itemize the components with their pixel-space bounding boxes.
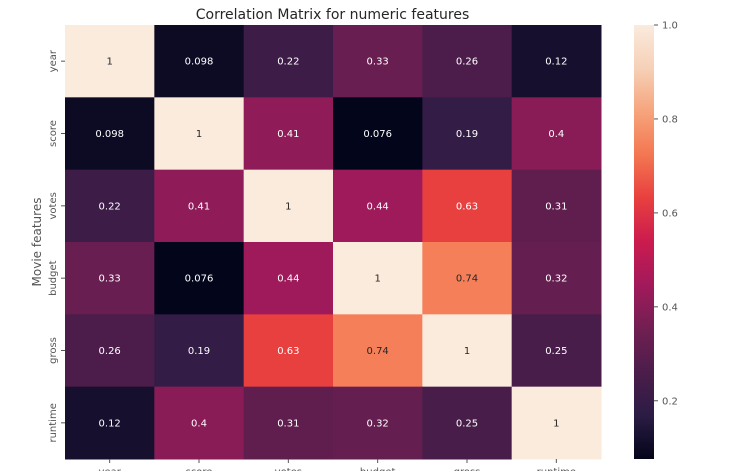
colorbar: 0.2 0.4 0.6 0.8 1.0 — [634, 21, 678, 459]
cell-value-label: 1 — [196, 129, 202, 140]
heatmap-cell — [333, 314, 423, 388]
heatmap-cell — [65, 242, 155, 315]
heatmap-cell — [243, 314, 334, 388]
cell-value-label: 0.33 — [99, 274, 121, 285]
heatmap-cell — [422, 25, 513, 98]
heatmap-cell — [333, 25, 423, 98]
y-tick-label: runtime — [48, 403, 59, 442]
heatmap-cell — [65, 314, 155, 388]
heatmap-cell — [333, 97, 423, 171]
cell-value-label: 0.076 — [363, 129, 392, 140]
heatmap-cell — [422, 314, 513, 388]
cell-value-label: 0.098 — [185, 57, 214, 68]
y-axis-ticks: year score votes budget gross runtime — [48, 49, 65, 443]
heatmap-cell — [422, 97, 513, 171]
heatmap-cell-labels: 1 0.098 0.22 0.33 0.26 0.120.098 1 0.41 0.076 0.1… — [95, 57, 567, 430]
y-tick-label: gross — [48, 337, 59, 364]
cell-value-label: 0.19 — [188, 346, 210, 357]
cell-value-label: 0.098 — [95, 129, 124, 140]
heatmap-cells — [65, 25, 602, 460]
heatmap-cell — [511, 242, 602, 315]
cell-value-label: 1 — [374, 274, 380, 285]
y-axis-label: Movie features — [30, 198, 44, 287]
heatmap-cell — [243, 242, 334, 315]
cell-value-label: 0.4 — [191, 418, 207, 429]
x-tick-label: year — [99, 467, 122, 471]
heatmap-cell — [243, 169, 334, 243]
cell-value-label: 0.25 — [545, 346, 567, 357]
heatmap-cell — [333, 169, 423, 243]
cell-value-label: 0.74 — [456, 274, 478, 285]
heatmap-cell — [154, 314, 245, 388]
cell-value-label: 0.44 — [367, 201, 389, 212]
colorbar-gradient — [634, 25, 654, 459]
heatmap-cell — [154, 25, 245, 98]
cell-value-label: 0.4 — [548, 129, 564, 140]
x-tick-label: budget — [360, 467, 396, 471]
heatmap-cell — [511, 386, 602, 460]
heatmap-cell — [65, 97, 155, 171]
cell-value-label: 1 — [464, 346, 470, 357]
heatmap-cell — [511, 25, 602, 98]
cell-value-label: 0.74 — [367, 346, 389, 357]
cell-value-label: 0.19 — [456, 129, 478, 140]
colorbar-tick-label: 0.4 — [662, 302, 678, 313]
cell-value-label: 0.32 — [367, 418, 389, 429]
cell-value-label: 0.31 — [277, 418, 299, 429]
cell-value-label: 0.63 — [456, 201, 478, 212]
heatmap-cell — [333, 386, 423, 460]
y-tick-label: score — [48, 120, 59, 147]
colorbar-tick-label: 0.2 — [662, 396, 678, 407]
x-tick-label: votes — [275, 467, 302, 471]
heatmap-cell — [422, 242, 513, 315]
heatmap-cell — [422, 386, 513, 460]
x-tick-label: score — [186, 467, 213, 471]
cell-value-label: 0.22 — [99, 201, 121, 212]
heatmap-cell — [422, 169, 513, 243]
colorbar-tick-label: 1.0 — [662, 21, 678, 32]
heatmap-cell — [154, 386, 245, 460]
heatmap-cell — [243, 97, 334, 171]
cell-value-label: 1 — [553, 418, 559, 429]
cell-value-label: 0.32 — [545, 274, 567, 285]
heatmap-cell — [243, 25, 334, 98]
heatmap-cell — [511, 169, 602, 243]
cell-value-label: 0.33 — [367, 57, 389, 68]
cell-value-label: 0.26 — [456, 57, 478, 68]
heatmap-cell — [333, 242, 423, 315]
x-axis-ticks: year score votes budget gross runtime — [99, 459, 576, 471]
heatmap-cell — [243, 386, 334, 460]
cell-value-label: 0.41 — [277, 129, 299, 140]
heatmap-cell — [65, 386, 155, 460]
x-tick-label: runtime — [537, 467, 576, 471]
heatmap-cell — [511, 97, 602, 171]
cell-value-label: 0.41 — [188, 201, 210, 212]
cell-value-label: 1 — [106, 57, 112, 68]
cell-value-label: 1 — [285, 201, 291, 212]
y-tick-label: votes — [48, 192, 59, 219]
cell-value-label: 0.63 — [277, 346, 299, 357]
chart-title: Correlation Matrix for numeric features — [196, 7, 470, 23]
colorbar-ticks: 0.2 0.4 0.6 0.8 1.0 — [654, 21, 678, 407]
cell-value-label: 0.22 — [277, 57, 299, 68]
cell-value-label: 0.25 — [456, 418, 478, 429]
heatmap-cell — [65, 169, 155, 243]
heatmap-cell — [154, 169, 245, 243]
cell-value-label: 0.076 — [185, 274, 214, 285]
heatmap-cell — [65, 25, 155, 98]
y-tick-label: budget — [48, 260, 59, 296]
cell-value-label: 0.12 — [99, 418, 121, 429]
x-tick-label: gross — [454, 467, 481, 471]
heatmap-cell — [511, 314, 602, 388]
cell-value-label: 0.44 — [277, 274, 299, 285]
y-tick-label: year — [48, 49, 59, 72]
heatmap-cell — [154, 97, 245, 171]
cell-value-label: 0.31 — [545, 201, 567, 212]
cell-value-label: 0.12 — [545, 57, 567, 68]
cell-value-label: 0.26 — [99, 346, 121, 357]
colorbar-tick-label: 0.8 — [662, 114, 678, 125]
colorbar-tick-label: 0.6 — [662, 208, 678, 219]
heatmap-cell — [154, 242, 245, 315]
